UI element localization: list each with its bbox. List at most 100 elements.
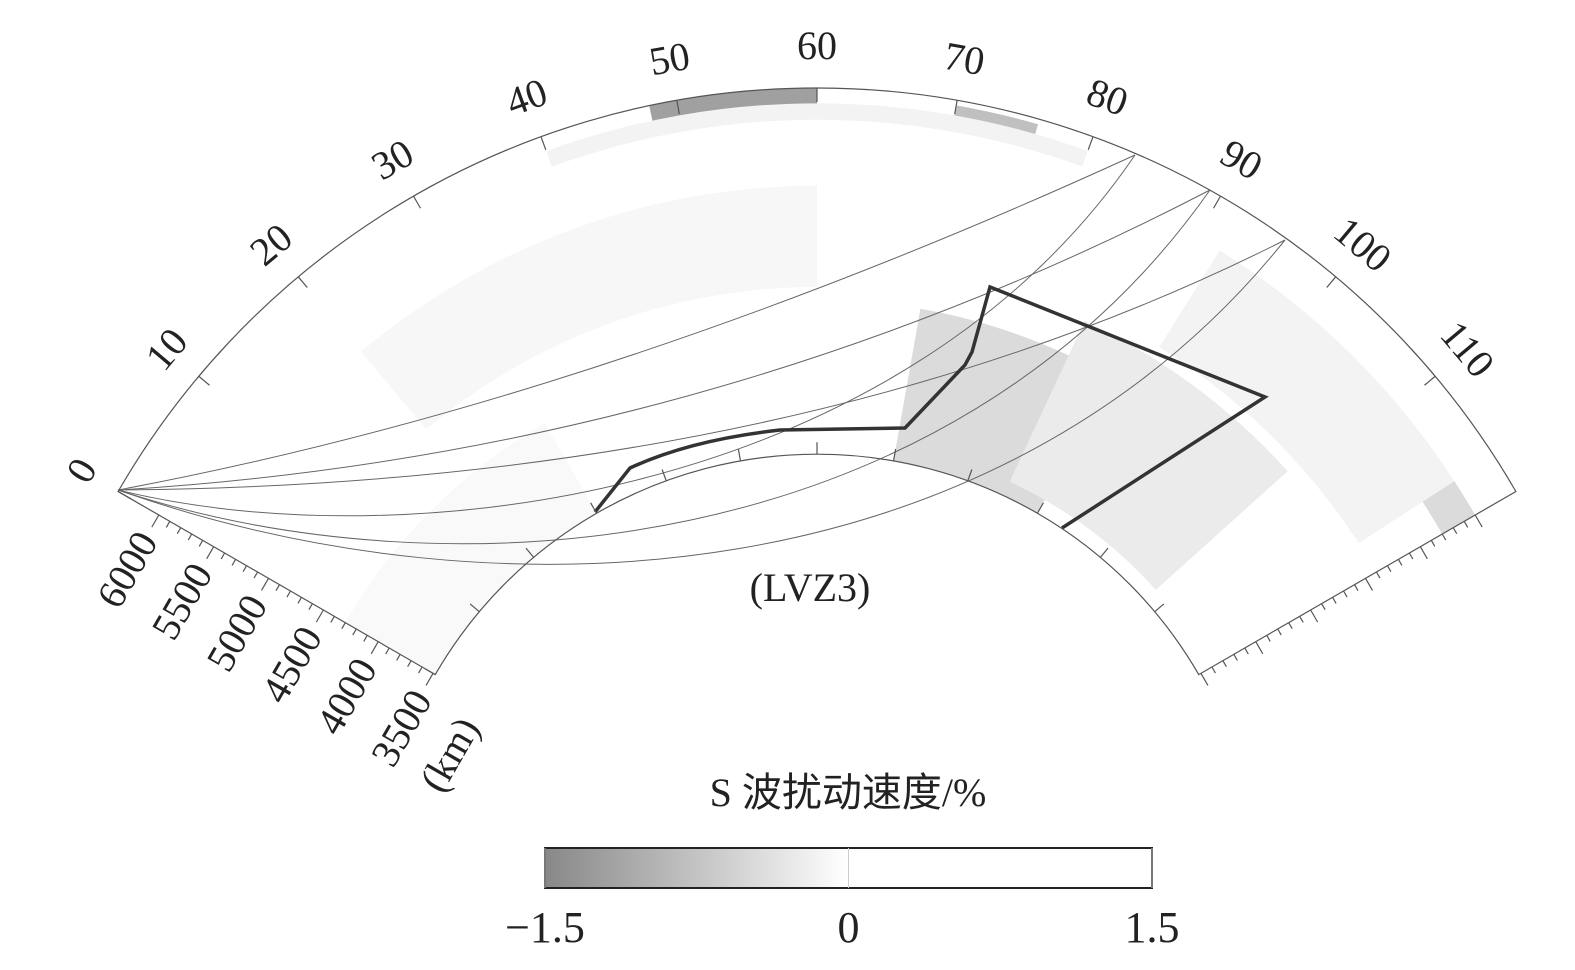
anomaly-cell (345, 423, 597, 675)
angle-tick (412, 195, 422, 209)
ray (117, 189, 1211, 491)
radius-tick (425, 673, 434, 686)
radius-tick (206, 546, 215, 560)
radius-minor-tick (1463, 521, 1469, 528)
colorbar-tick-label: 1.5 (1125, 903, 1180, 952)
angle-tick (1326, 276, 1337, 288)
radius-tick (370, 641, 379, 655)
ray-paths (117, 154, 1286, 565)
anomaly-cell (1422, 481, 1476, 534)
radius-tick (1200, 673, 1209, 686)
radius-minor-tick (1332, 597, 1337, 604)
angle-tick (967, 469, 973, 481)
radius-minor-tick (396, 654, 401, 661)
anomaly-layer (345, 88, 1476, 675)
radius-tick (260, 578, 270, 591)
radius-minor-tick (1430, 540, 1436, 547)
angle-tick-label: 50 (646, 33, 693, 84)
angle-tick (737, 448, 742, 461)
angle-tick-label: 60 (797, 23, 837, 68)
radius-minor-tick (1343, 590, 1348, 598)
radius-minor-tick (253, 571, 259, 579)
radius-minor-tick (1288, 622, 1293, 630)
annotation: (LVZ3) (750, 565, 871, 610)
angle-tick (1212, 195, 1222, 209)
radius-minor-tick (187, 533, 193, 541)
radius-minor-tick (1222, 660, 1227, 668)
angle-tick-label: 80 (1081, 69, 1134, 125)
angle-tick (525, 547, 535, 558)
radius-minor-tick (1321, 603, 1326, 611)
radius-tick (1474, 514, 1483, 528)
angle-tick (117, 490, 131, 500)
radius-minor-tick (286, 590, 291, 598)
radius-tick (151, 514, 160, 528)
section-outline (117, 87, 1517, 676)
radius-minor-tick (275, 584, 281, 592)
ray (117, 154, 1136, 517)
angle-tick-label: 0 (57, 450, 106, 490)
angle-tick-label: 100 (1325, 208, 1400, 281)
angle-tick (1154, 603, 1165, 613)
angle-tick (661, 469, 667, 481)
angle-tick-label: 90 (1213, 130, 1270, 189)
lvz-outline (593, 284, 1269, 530)
radius-minor-tick (1277, 628, 1282, 636)
radius-minor-tick (363, 635, 368, 642)
radius-tick (1310, 609, 1319, 623)
radius-minor-tick (1353, 584, 1359, 592)
radius-minor-tick (231, 559, 237, 566)
radius-minor-tick (297, 597, 302, 604)
radius-minor-tick (1408, 552, 1414, 560)
radius-minor-tick (1441, 533, 1447, 541)
ray (117, 154, 1136, 491)
radius-minor-tick (385, 647, 390, 655)
radius-tick (1419, 546, 1428, 560)
radius-minor-tick (352, 628, 357, 636)
radius-tick (1255, 641, 1264, 655)
colorbar-tick-label: 0 (838, 903, 860, 952)
angle-tick (297, 276, 308, 288)
angle-tick (1099, 547, 1109, 558)
ray (117, 239, 1286, 491)
angle-tick-label: 40 (500, 69, 553, 125)
angle-tick-label: 70 (941, 33, 988, 84)
ray (117, 189, 1211, 545)
radius-minor-tick (418, 666, 423, 674)
radius-minor-tick (1233, 654, 1238, 661)
radius-minor-tick (176, 527, 182, 535)
colorbar-tick-label: −1.5 (505, 903, 585, 952)
radius-minor-tick (165, 521, 171, 528)
anomaly-cell (1009, 321, 1288, 590)
angle-tick (676, 100, 680, 115)
angle-tick (469, 603, 480, 613)
angle-tick (590, 502, 598, 514)
radius-tick (315, 609, 324, 623)
radius-minor-tick (1299, 616, 1304, 623)
angle-tick-label: 110 (1432, 312, 1504, 386)
ray (117, 239, 1286, 565)
radius-minor-tick (1386, 565, 1392, 573)
anomaly-cell (361, 185, 817, 430)
radius-minor-tick (308, 603, 313, 611)
anomaly-cell (546, 103, 1088, 167)
radius-minor-tick (1397, 559, 1403, 566)
radius-minor-tick (198, 540, 204, 547)
radius-minor-tick (220, 552, 226, 560)
radius-minor-tick (1211, 666, 1216, 674)
angle-tick (1087, 136, 1094, 151)
radius-minor-tick (1244, 647, 1249, 655)
anomaly-cell (1159, 250, 1455, 544)
radius-minor-tick (1375, 571, 1381, 579)
radius-tick (1364, 578, 1374, 591)
angle-tick (892, 448, 897, 461)
radius-minor-tick (330, 616, 335, 623)
radius-minor-tick (1452, 527, 1458, 535)
angle-tick (540, 136, 547, 151)
radius-minor-tick (407, 660, 412, 668)
angle-tick (954, 100, 958, 115)
angle-tick-label: 30 (364, 130, 421, 189)
angle-tick (1424, 375, 1436, 386)
radius-minor-tick (341, 622, 346, 630)
